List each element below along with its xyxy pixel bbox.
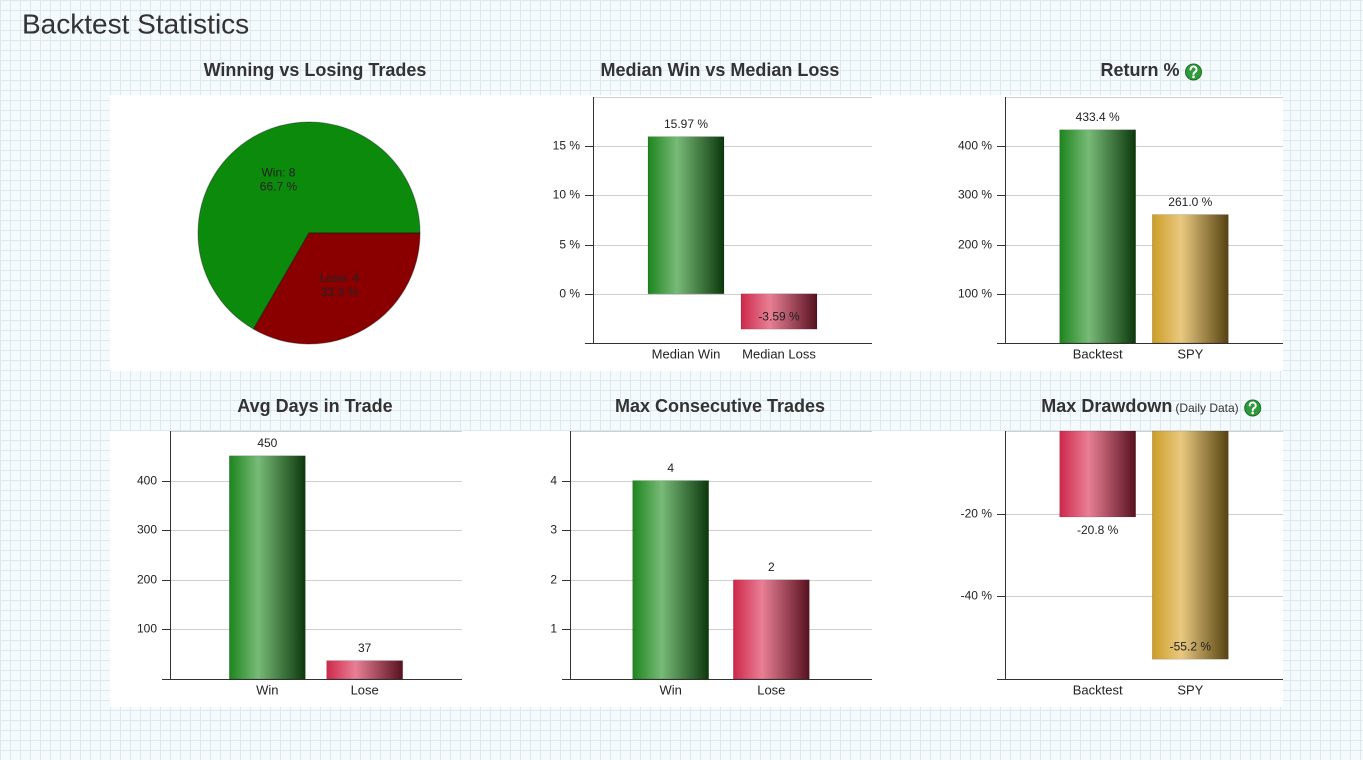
help-icon[interactable] [1185,63,1203,81]
help-icon[interactable] [1244,399,1262,417]
chart-title: Max Drawdown [1041,396,1172,416]
y-tick-label: 400 % [958,139,992,153]
bar-value-label: 4 [667,461,674,475]
bar [740,293,818,330]
bar [1152,214,1229,344]
y-tick-label: 400 [137,474,157,488]
x-tick-label: Lose [351,682,379,697]
chart-title: Max Consecutive Trades [615,396,825,416]
bar [1059,129,1136,344]
chart-title: Avg Days in Trade [237,396,392,416]
pie-slice [197,121,421,330]
x-tick-label: Median Loss [742,346,816,361]
chart-title: Median Win vs Median Loss [601,60,840,80]
y-tick-label: 0 % [559,287,580,301]
pie-percent: 66.7 % [260,179,298,193]
y-tick-label: 5 % [559,238,580,252]
bar-value-label: 450 [257,436,277,450]
bar-value-label: 261.0 % [1168,195,1212,209]
pie-slice [252,232,421,345]
help-icon-glyph [1248,401,1257,412]
bar [229,455,306,680]
y-tick-label: 3 [550,523,557,537]
bar-value-label: -3.59 % [758,309,800,323]
page-title: Backtest Statistics [22,8,249,39]
x-tick-label: Win [256,682,278,697]
y-tick-label: 100 % [958,287,992,301]
bar [647,136,725,295]
x-tick-label: Backtest [1073,346,1123,361]
x-tick-label: Win [659,682,681,697]
bar-value-label: 433.4 % [1076,110,1120,124]
y-tick-label: -40 % [961,589,993,603]
bar-value-label: 15.97 % [664,117,708,131]
y-tick-label: 1 [550,622,557,636]
y-tick-label: 10 % [553,188,581,202]
bar-value-label: 2 [768,560,775,574]
bar-value-label: 37 [358,641,372,655]
y-tick-label: 15 % [553,139,581,153]
pie-label: Win: 8 [261,165,295,179]
help-icon-dot [1251,411,1254,415]
pie-percent: 33.3 % [321,285,359,299]
chart-title: Winning vs Losing Trades [204,60,427,80]
x-tick-label: Lose [757,682,785,697]
bar [1059,430,1136,518]
pie-label: Lose: 4 [320,271,360,285]
chart-title-note: (Daily Data) [1175,401,1238,415]
help-icon-glyph [1189,65,1198,76]
y-tick-label: 4 [550,474,557,488]
bar-value-label: -55.2 % [1170,639,1212,653]
y-tick-label: 200 % [958,238,992,252]
help-icon-dot [1192,75,1195,79]
bar [733,579,810,680]
y-tick-label: 2 [550,573,557,587]
y-tick-label: 100 [137,622,157,636]
bar [326,660,403,680]
y-tick-label: 300 % [958,188,992,202]
bar [1152,430,1229,660]
y-tick-label: -20 % [961,507,993,521]
chart-title: Return % [1100,60,1179,80]
y-tick-label: 300 [137,523,157,537]
y-tick-label: 200 [137,573,157,587]
x-tick-label: Backtest [1073,682,1123,697]
x-tick-label: Median Win [652,346,721,361]
x-tick-label: SPY [1177,682,1203,697]
bar [632,480,709,680]
bar-value-label: -20.8 % [1077,523,1119,537]
x-tick-label: SPY [1177,346,1203,361]
